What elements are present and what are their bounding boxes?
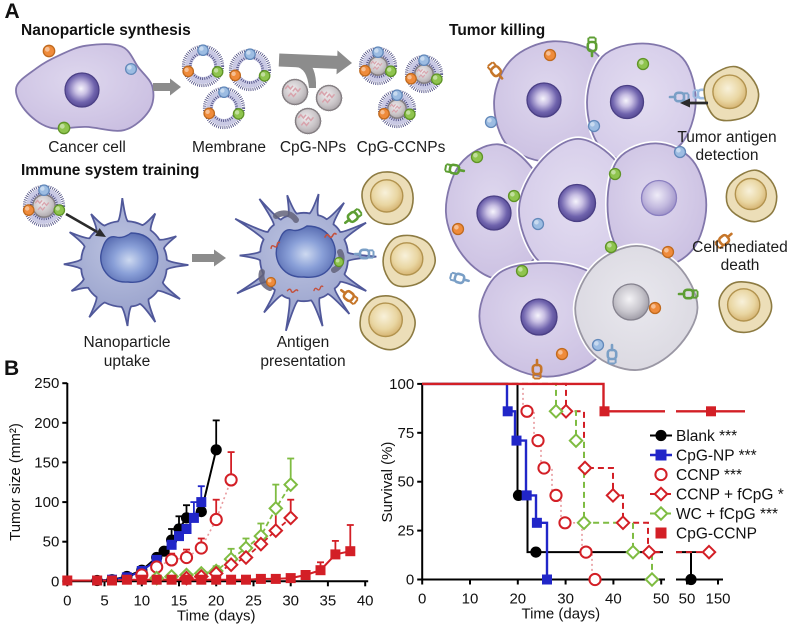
svg-text:CpG-NPs: CpG-NPs [280,139,347,156]
svg-text:250: 250 [34,375,59,392]
svg-text:50: 50 [653,591,670,608]
svg-text:Immune system training: Immune system training [21,162,199,179]
svg-text:10: 10 [133,592,150,609]
svg-text:Cancer cell: Cancer cell [48,139,126,156]
svg-text:25: 25 [398,523,415,540]
svg-text:30: 30 [282,592,299,609]
svg-text:10: 10 [462,591,479,608]
svg-text:15: 15 [171,592,188,609]
svg-text:75: 75 [398,425,415,442]
svg-text:Antigen: Antigen [277,334,330,351]
svg-text:20: 20 [208,592,225,609]
svg-text:detection: detection [696,147,759,164]
svg-text:WC + fCpG ***: WC + fCpG *** [676,506,778,523]
svg-text:40: 40 [605,591,622,608]
svg-text:200: 200 [34,415,59,432]
svg-text:150: 150 [34,454,59,471]
svg-text:Membrane: Membrane [192,139,266,156]
svg-text:death: death [721,257,760,274]
svg-text:CpG-CCNPs: CpG-CCNPs [357,139,446,156]
svg-text:CpG-CCNP: CpG-CCNP [676,526,757,543]
svg-text:30: 30 [557,591,574,608]
svg-text:Tumor antigen: Tumor antigen [677,129,776,146]
svg-text:25: 25 [245,592,262,609]
svg-text:presentation: presentation [260,353,345,370]
svg-text:100: 100 [389,376,414,393]
svg-text:Cell-mediated: Cell-mediated [692,239,788,256]
svg-text:Time (days): Time (days) [177,607,256,624]
svg-text:Tumor size (mm²): Tumor size (mm²) [7,423,24,541]
svg-text:B: B [4,357,19,380]
svg-text:Survival (%): Survival (%) [379,442,396,523]
svg-text:Nanoparticle synthesis: Nanoparticle synthesis [21,22,191,39]
svg-text:50: 50 [43,534,60,551]
svg-text:0: 0 [63,592,71,609]
svg-text:CCNP + fCpG *: CCNP + fCpG * [676,487,784,504]
svg-text:35: 35 [320,592,337,609]
svg-text:100: 100 [34,494,59,511]
svg-text:50: 50 [398,474,415,491]
svg-text:Blank ***: Blank *** [676,428,737,445]
svg-text:150: 150 [705,591,730,608]
svg-text:uptake: uptake [104,353,151,370]
svg-text:50: 50 [679,591,696,608]
svg-text:40: 40 [357,592,374,609]
svg-text:20: 20 [509,591,526,608]
svg-text:0: 0 [418,591,426,608]
svg-text:Nanoparticle: Nanoparticle [83,334,170,351]
svg-text:CpG-NP ***: CpG-NP *** [676,448,757,465]
svg-text:0: 0 [51,573,59,590]
svg-text:0: 0 [406,572,414,589]
svg-text:5: 5 [100,592,108,609]
svg-text:CCNP ***: CCNP *** [676,467,742,484]
svg-text:Time (days): Time (days) [521,606,600,623]
svg-text:A: A [5,0,20,23]
svg-text:Tumor killing: Tumor killing [449,22,545,39]
